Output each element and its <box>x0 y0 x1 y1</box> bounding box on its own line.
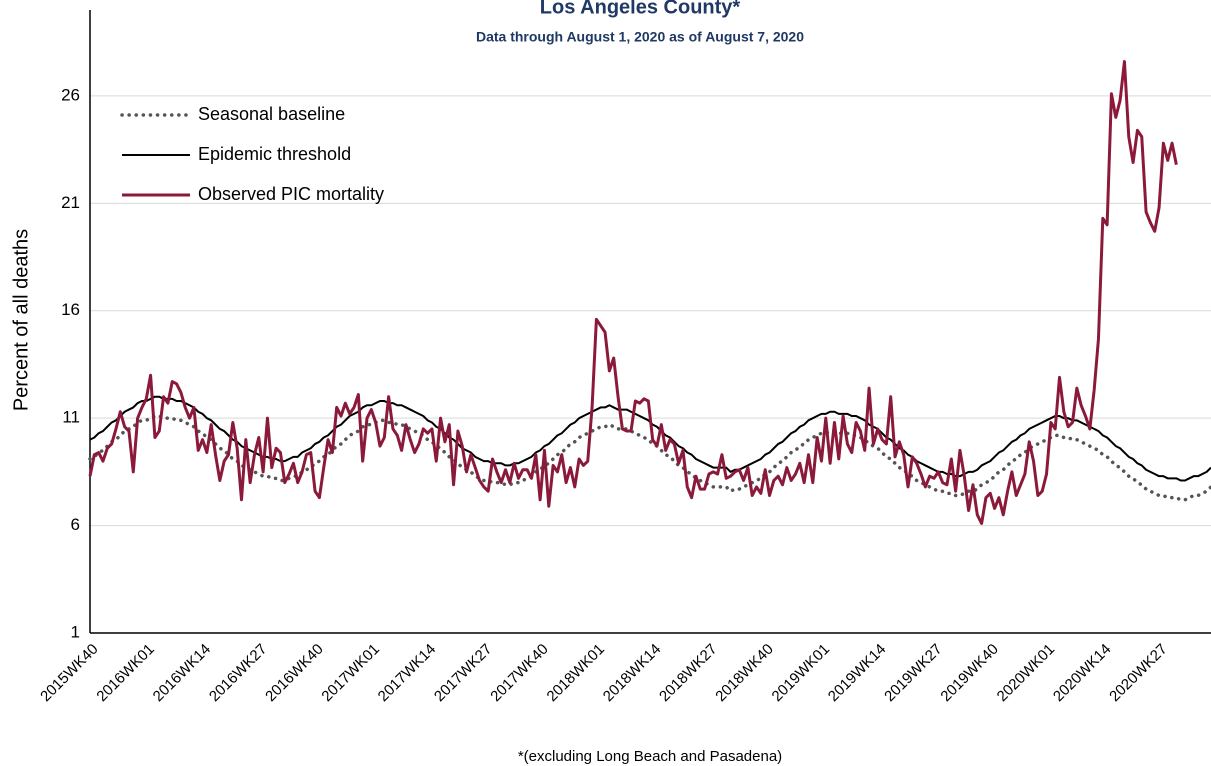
chart-title: Los Angeles County* <box>540 0 741 18</box>
x-tick-label: 2018WK40 <box>712 641 777 706</box>
x-tick-label: 2019WK40 <box>937 641 1002 706</box>
x-tick-label: 2019WK27 <box>881 641 946 706</box>
x-tick-label: 2019WK01 <box>769 641 834 706</box>
x-tick-label: 2016WK14 <box>150 641 215 706</box>
x-tick-label: 2018WK27 <box>656 641 721 706</box>
y-tick-label: 11 <box>62 408 80 427</box>
series-line <box>88 414 1211 502</box>
legend-label: Seasonal baseline <box>198 104 345 124</box>
x-tick-label: 2016WK01 <box>93 641 158 706</box>
y-tick-label: 6 <box>71 515 80 534</box>
x-tick-label: 2019WK14 <box>825 641 890 706</box>
x-tick-label: 2015WK40 <box>37 641 102 706</box>
legend-label: Epidemic threshold <box>198 144 351 164</box>
y-tick-label: 26 <box>61 85 80 104</box>
x-tick-label: 2018WK01 <box>544 641 609 706</box>
x-tick-label: 2016WK40 <box>262 641 327 706</box>
x-tick-label: 2017WK27 <box>431 641 496 706</box>
x-tick-label: 2017WK40 <box>487 641 552 706</box>
legend-label: Observed PIC mortality <box>198 184 384 204</box>
footnote: *(excluding Long Beach and Pasadena) <box>518 748 782 765</box>
x-tick-label: 2020WK27 <box>1106 641 1171 706</box>
x-tick-label: 2017WK14 <box>375 641 440 706</box>
y-axis-label: Percent of all deaths <box>10 229 32 411</box>
x-tick-label: 2020WK14 <box>1050 641 1115 706</box>
y-tick-label: 21 <box>61 193 80 212</box>
y-tick-label: 16 <box>61 300 80 319</box>
y-tick-label: 1 <box>71 622 80 641</box>
x-tick-label: 2016WK27 <box>206 641 271 706</box>
series-line <box>88 60 1178 525</box>
x-tick-label: 2018WK14 <box>600 641 665 706</box>
chart-subtitle: Data through August 1, 2020 as of August… <box>476 29 804 45</box>
x-tick-label: 2017WK01 <box>318 641 383 706</box>
x-tick-label: 2020WK01 <box>994 641 1059 706</box>
